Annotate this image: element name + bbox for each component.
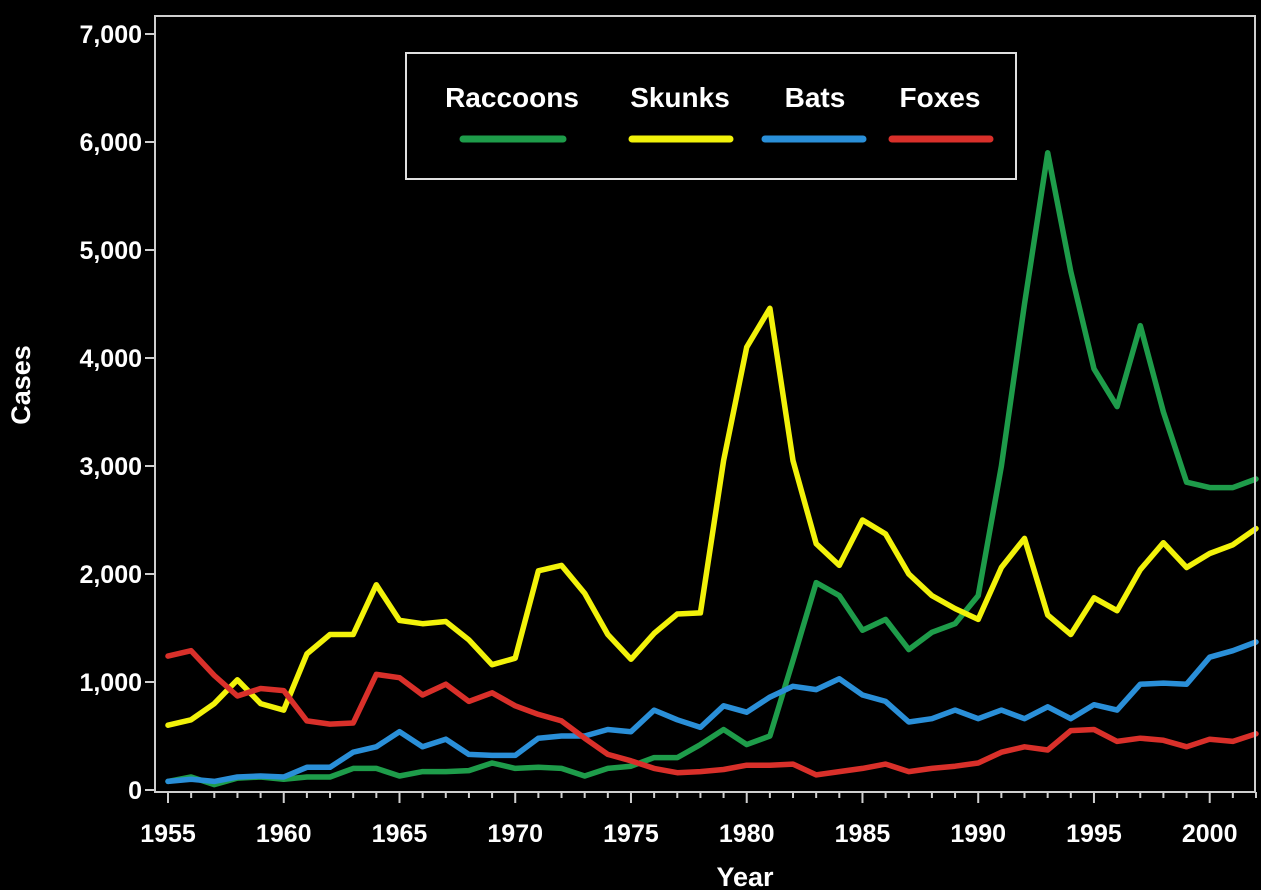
legend-box [405, 52, 1017, 180]
series-line-raccoons [165, 150, 1259, 788]
y-tick-label: 4,000 [79, 345, 142, 373]
y-tick-label: 2,000 [79, 561, 142, 589]
x-tick-label: 1960 [256, 820, 312, 848]
plot-frame [154, 15, 1256, 793]
x-axis-ticks: 1955 1960 1965 1970 1975 1980 1985 1990 1995 2000 [140, 792, 1257, 848]
legend-label-foxes: Foxes [900, 82, 981, 113]
x-axis-title: Year [716, 862, 774, 890]
y-axis-title: Cases [6, 345, 36, 425]
legend-label-skunks: Skunks [630, 82, 730, 113]
y-tick-label: 5,000 [79, 237, 142, 265]
series-line-bats [165, 639, 1259, 785]
x-tick-label: 2000 [1182, 820, 1238, 848]
x-tick-label: 1975 [603, 820, 659, 848]
legend-label-raccoons: Raccoons [445, 82, 579, 113]
series-line-foxes [165, 647, 1259, 778]
legend: Raccoons Skunks Bats Foxes [405, 52, 1017, 180]
series-line-skunks [165, 305, 1259, 728]
plot-area [165, 150, 1259, 788]
x-tick-label: 1985 [835, 820, 891, 848]
x-tick-label: 1955 [140, 820, 196, 848]
x-tick-label: 1970 [487, 820, 543, 848]
y-tick-label: 6,000 [79, 129, 142, 157]
x-tick-label: 1965 [372, 820, 428, 848]
x-tick-label: 1990 [950, 820, 1006, 848]
y-tick-label: 3,000 [79, 453, 142, 481]
legend-label-bats: Bats [785, 82, 846, 113]
x-tick-label: 1980 [719, 820, 775, 848]
y-tick-label: 1,000 [79, 669, 142, 697]
y-tick-label: 0 [128, 777, 142, 805]
y-axis-ticks: 0 1,000 2,000 3,000 4,000 5,000 6,000 7,000 [79, 21, 155, 805]
y-tick-label: 7,000 [79, 21, 142, 49]
x-tick-label: 1995 [1066, 820, 1122, 848]
